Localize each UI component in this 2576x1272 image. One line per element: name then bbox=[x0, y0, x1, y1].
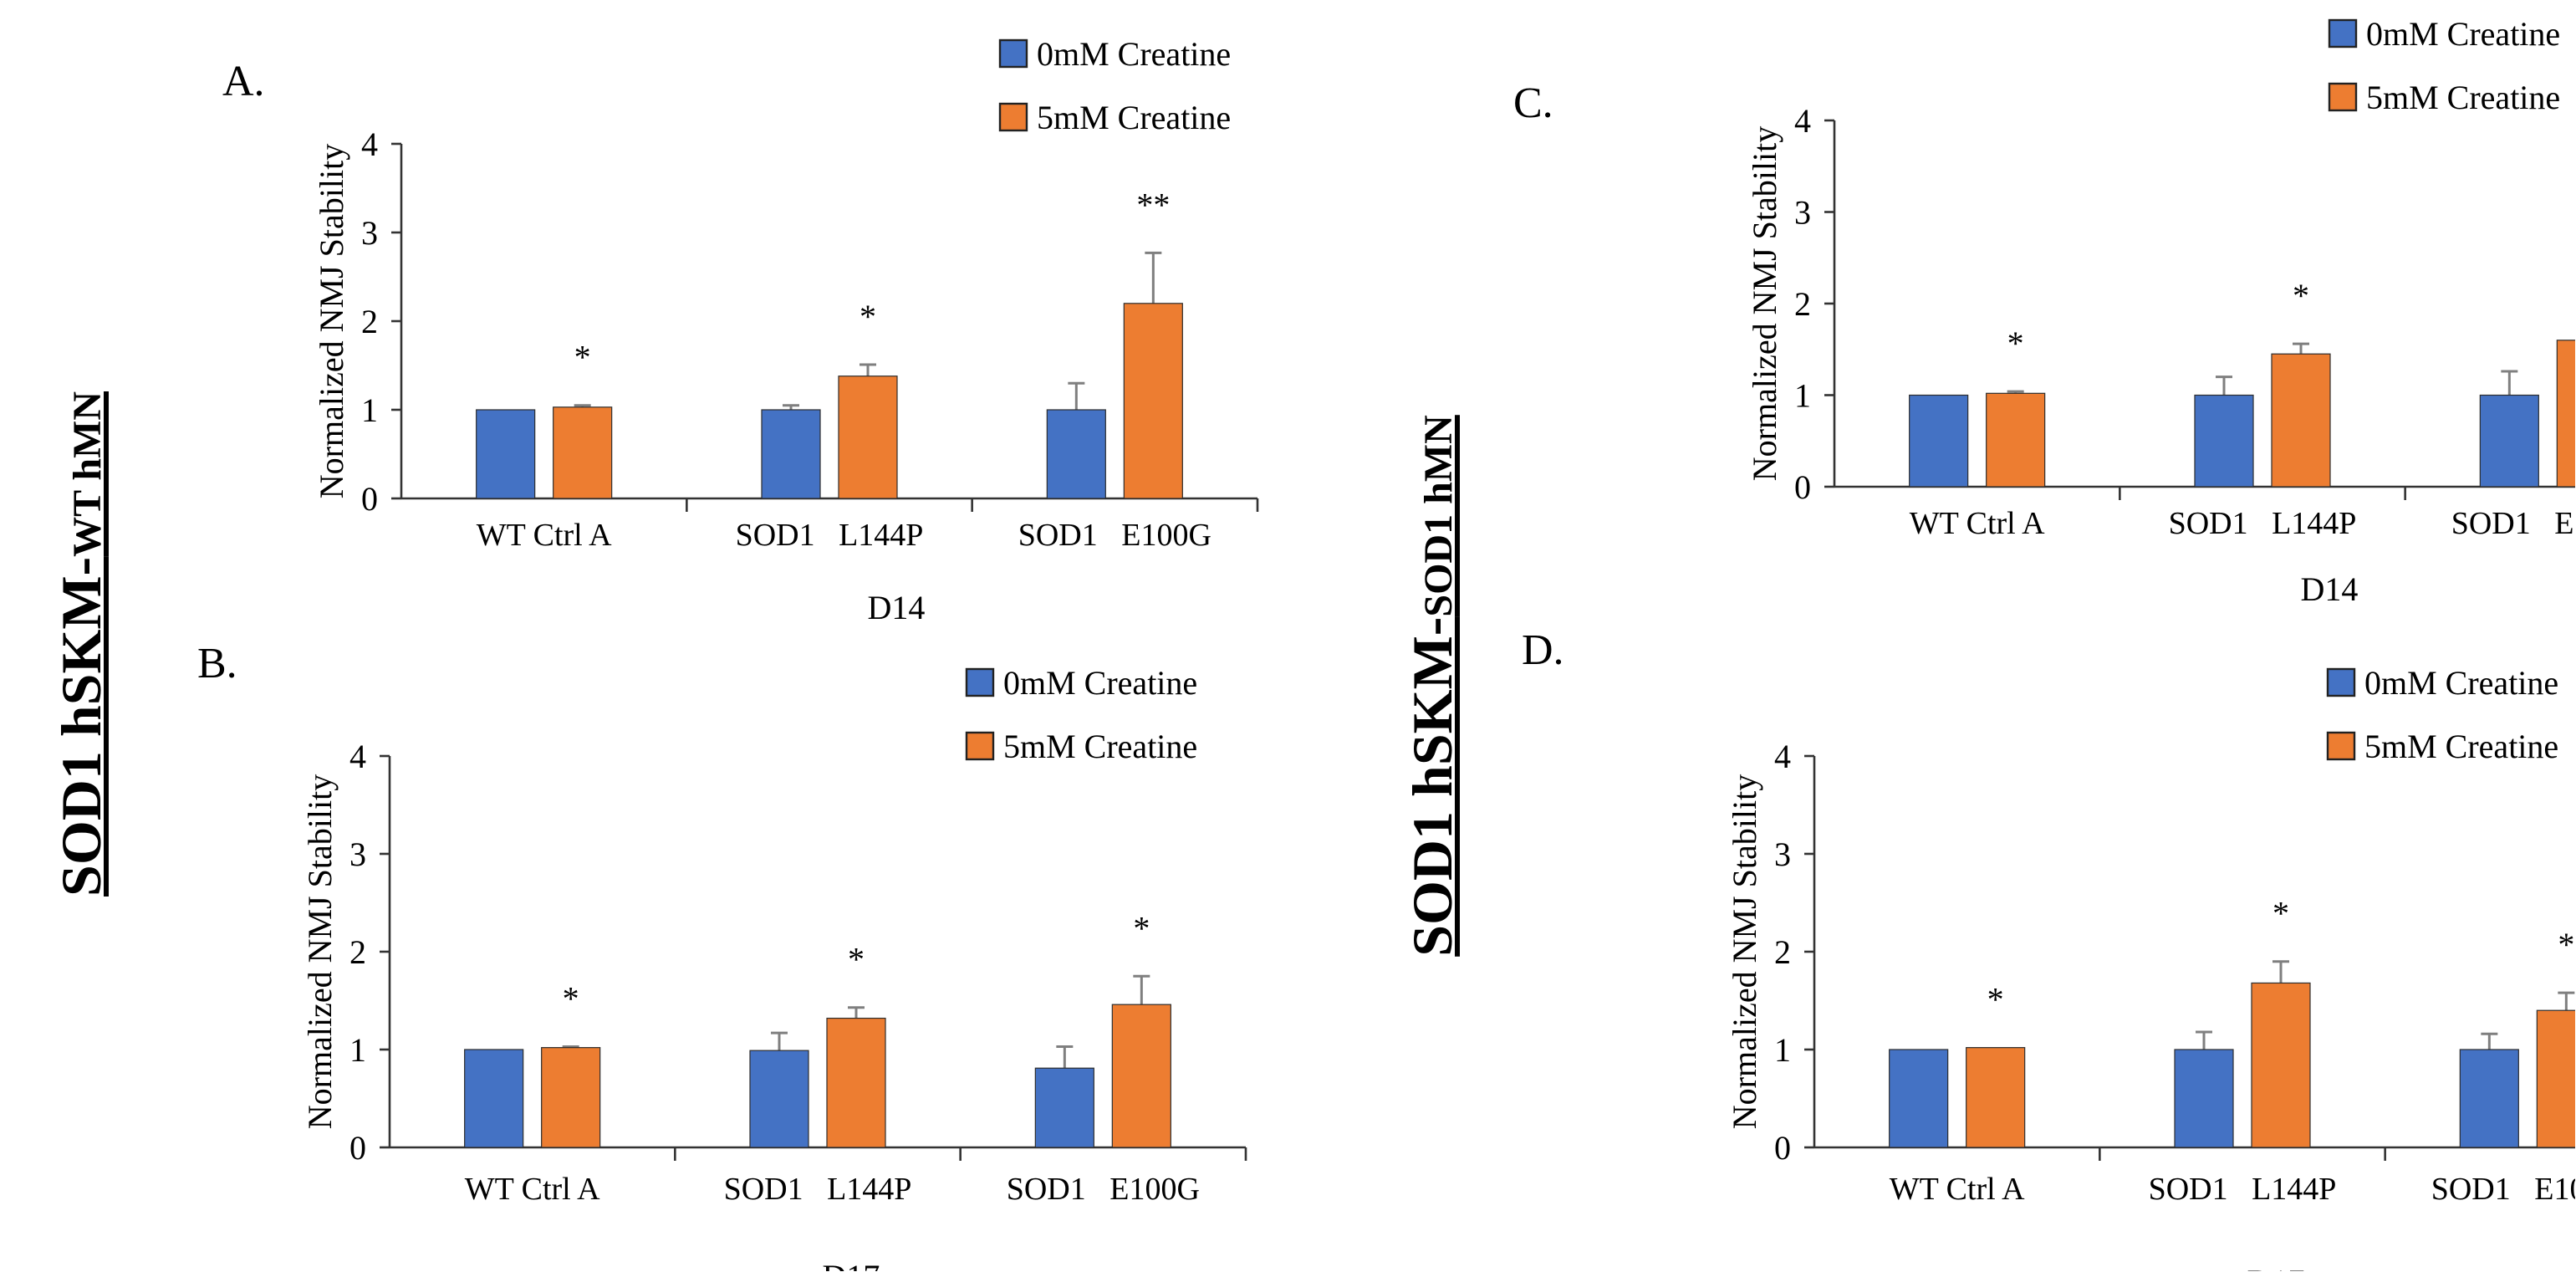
bar-0mm bbox=[2479, 394, 2539, 488]
significance-marker: * bbox=[563, 979, 579, 1017]
significance-marker: ** bbox=[1136, 186, 1170, 223]
significance-marker: * bbox=[1133, 909, 1150, 947]
bar-5mm bbox=[838, 375, 898, 499]
bar-0mm bbox=[749, 1050, 809, 1148]
y-axis-label: Normalized NMJ Stability bbox=[301, 774, 339, 1129]
bar-5mm bbox=[2556, 340, 2575, 488]
y-tick-label: 4 bbox=[1774, 738, 1791, 775]
bar-5mm bbox=[2536, 1009, 2575, 1148]
legend-label: 5mM Creatine bbox=[2364, 728, 2558, 765]
y-tick-label: 2 bbox=[1794, 285, 1811, 323]
bar-0mm bbox=[1909, 394, 1969, 488]
y-tick-label: 1 bbox=[361, 391, 378, 429]
legend-swatch bbox=[2328, 82, 2358, 112]
bar-0mm bbox=[464, 1049, 524, 1148]
significance-marker: * bbox=[2007, 324, 2024, 362]
y-tick-label: 3 bbox=[1794, 194, 1811, 232]
bar-5mm bbox=[826, 1017, 886, 1148]
x-tick-label: SOD1 E100G bbox=[1018, 518, 1211, 553]
legend-label: 0mM Creatine bbox=[2364, 664, 2558, 702]
legend-label: 5mM Creatine bbox=[1037, 99, 1231, 136]
y-tick-label: 0 bbox=[1794, 468, 1811, 506]
bar-5mm bbox=[1966, 1047, 2026, 1148]
significance-marker: * bbox=[574, 339, 591, 376]
legend-swatch bbox=[965, 731, 995, 761]
legend-swatch bbox=[2326, 731, 2356, 761]
bar-0mm bbox=[761, 409, 821, 499]
panel-label: B. bbox=[197, 640, 237, 687]
y-tick-label: 2 bbox=[1774, 933, 1791, 971]
legend-label: 5mM Creatine bbox=[2366, 79, 2560, 116]
legend-label: 5mM Creatine bbox=[1003, 728, 1197, 765]
x-tick-label: WT Ctrl A bbox=[477, 518, 612, 553]
legend-label: 0mM Creatine bbox=[1003, 664, 1197, 702]
bar-5mm bbox=[541, 1047, 601, 1148]
y-tick-label: 2 bbox=[349, 933, 366, 971]
x-tick-label: SOD1 E100G bbox=[1007, 1172, 1200, 1207]
bar-0mm bbox=[1889, 1049, 1949, 1148]
y-tick-label: 4 bbox=[1794, 102, 1811, 140]
bar-5mm bbox=[1123, 303, 1183, 499]
bar-0mm bbox=[2174, 1049, 2234, 1148]
significance-marker: * bbox=[2293, 277, 2309, 314]
x-tick-label: SOD1 L144P bbox=[724, 1172, 912, 1207]
panel-label: C. bbox=[1513, 79, 1553, 127]
x-axis-label: D17 bbox=[823, 1258, 880, 1271]
significance-marker: * bbox=[2558, 926, 2574, 963]
x-axis-label: D17 bbox=[2247, 1263, 2305, 1271]
y-axis-label: Normalized NMJ Stability bbox=[313, 144, 350, 498]
y-tick-label: 0 bbox=[349, 1129, 366, 1167]
panel-label: A. bbox=[222, 58, 265, 105]
significance-marker: * bbox=[2272, 895, 2289, 932]
x-axis-label: D14 bbox=[868, 589, 926, 626]
x-tick-label: SOD1 E100G bbox=[2431, 1172, 2575, 1207]
y-tick-label: 1 bbox=[349, 1031, 366, 1069]
x-tick-label: SOD1 L144P bbox=[2149, 1172, 2337, 1207]
bar-0mm bbox=[1034, 1067, 1094, 1148]
y-axis-label: Normalized NMJ Stability bbox=[1726, 774, 1763, 1129]
legend-swatch bbox=[965, 667, 995, 697]
significance-marker: * bbox=[848, 941, 865, 978]
panel-label: D. bbox=[1522, 626, 1564, 674]
x-tick-label: WT Ctrl A bbox=[1910, 506, 2045, 541]
legend-swatch bbox=[2326, 667, 2356, 697]
bar-0mm bbox=[476, 409, 536, 499]
x-axis-label: D14 bbox=[2301, 570, 2359, 608]
y-axis-label: Normalized NMJ Stability bbox=[1746, 126, 1783, 481]
y-tick-label: 2 bbox=[361, 303, 378, 340]
y-tick-label: 3 bbox=[349, 835, 366, 873]
y-tick-label: 0 bbox=[361, 480, 378, 518]
y-tick-label: 4 bbox=[361, 125, 378, 163]
x-tick-label: SOD1 E100G bbox=[2451, 506, 2575, 541]
legend-label: 0mM Creatine bbox=[1037, 35, 1231, 73]
x-tick-label: WT Ctrl A bbox=[1890, 1172, 2025, 1207]
significance-marker: * bbox=[1987, 981, 2004, 1019]
y-tick-label: 4 bbox=[349, 738, 366, 775]
y-tick-label: 1 bbox=[1774, 1031, 1791, 1069]
bar-0mm bbox=[2194, 394, 2254, 488]
legend-swatch bbox=[998, 38, 1028, 69]
y-tick-label: 0 bbox=[1774, 1129, 1791, 1167]
y-tick-label: 3 bbox=[361, 214, 378, 252]
x-tick-label: WT Ctrl A bbox=[465, 1172, 600, 1207]
bar-5mm bbox=[553, 406, 613, 499]
bar-5mm bbox=[2271, 353, 2331, 488]
legend-swatch bbox=[2328, 18, 2358, 49]
bar-0mm bbox=[2459, 1049, 2519, 1148]
y-tick-label: 3 bbox=[1774, 835, 1791, 873]
significance-marker: * bbox=[860, 298, 876, 335]
bar-0mm bbox=[1046, 409, 1106, 499]
legend-label: 0mM Creatine bbox=[2366, 15, 2560, 53]
x-tick-label: SOD1 L144P bbox=[2169, 506, 2357, 541]
legend-swatch bbox=[998, 102, 1028, 132]
bar-5mm bbox=[2251, 982, 2311, 1148]
bar-5mm bbox=[1111, 1004, 1171, 1148]
y-tick-label: 1 bbox=[1794, 377, 1811, 415]
bar-5mm bbox=[1986, 392, 2046, 488]
x-tick-label: SOD1 L144P bbox=[736, 518, 924, 553]
